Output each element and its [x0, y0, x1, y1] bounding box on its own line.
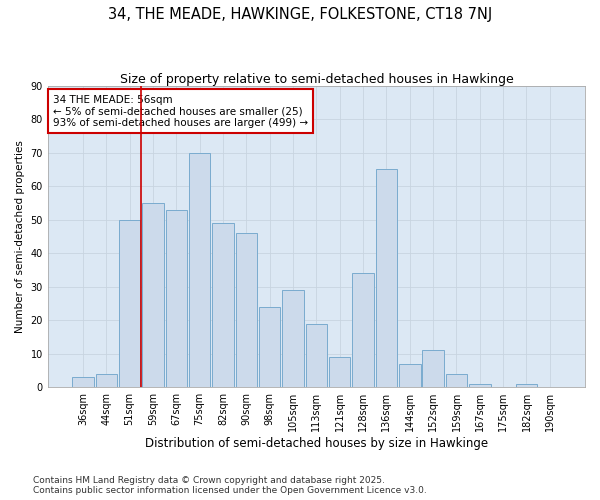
X-axis label: Distribution of semi-detached houses by size in Hawkinge: Distribution of semi-detached houses by …	[145, 437, 488, 450]
Bar	[142, 203, 164, 387]
Bar	[329, 357, 350, 387]
Bar	[352, 273, 374, 387]
Bar	[422, 350, 444, 387]
Bar	[516, 384, 537, 387]
Bar	[119, 220, 140, 387]
Y-axis label: Number of semi-detached properties: Number of semi-detached properties	[15, 140, 25, 333]
Bar	[283, 290, 304, 387]
Bar	[72, 377, 94, 387]
Bar	[305, 324, 327, 387]
Bar	[259, 307, 280, 387]
Text: 34 THE MEADE: 56sqm
← 5% of semi-detached houses are smaller (25)
93% of semi-de: 34 THE MEADE: 56sqm ← 5% of semi-detache…	[53, 94, 308, 128]
Bar	[166, 210, 187, 387]
Bar	[95, 374, 117, 387]
Bar	[399, 364, 421, 387]
Bar	[446, 374, 467, 387]
Bar	[469, 384, 491, 387]
Title: Size of property relative to semi-detached houses in Hawkinge: Size of property relative to semi-detach…	[119, 72, 513, 86]
Text: 34, THE MEADE, HAWKINGE, FOLKESTONE, CT18 7NJ: 34, THE MEADE, HAWKINGE, FOLKESTONE, CT1…	[108, 8, 492, 22]
Bar	[236, 233, 257, 387]
Text: Contains HM Land Registry data © Crown copyright and database right 2025.
Contai: Contains HM Land Registry data © Crown c…	[33, 476, 427, 495]
Bar	[212, 223, 234, 387]
Bar	[189, 152, 211, 387]
Bar	[376, 170, 397, 387]
